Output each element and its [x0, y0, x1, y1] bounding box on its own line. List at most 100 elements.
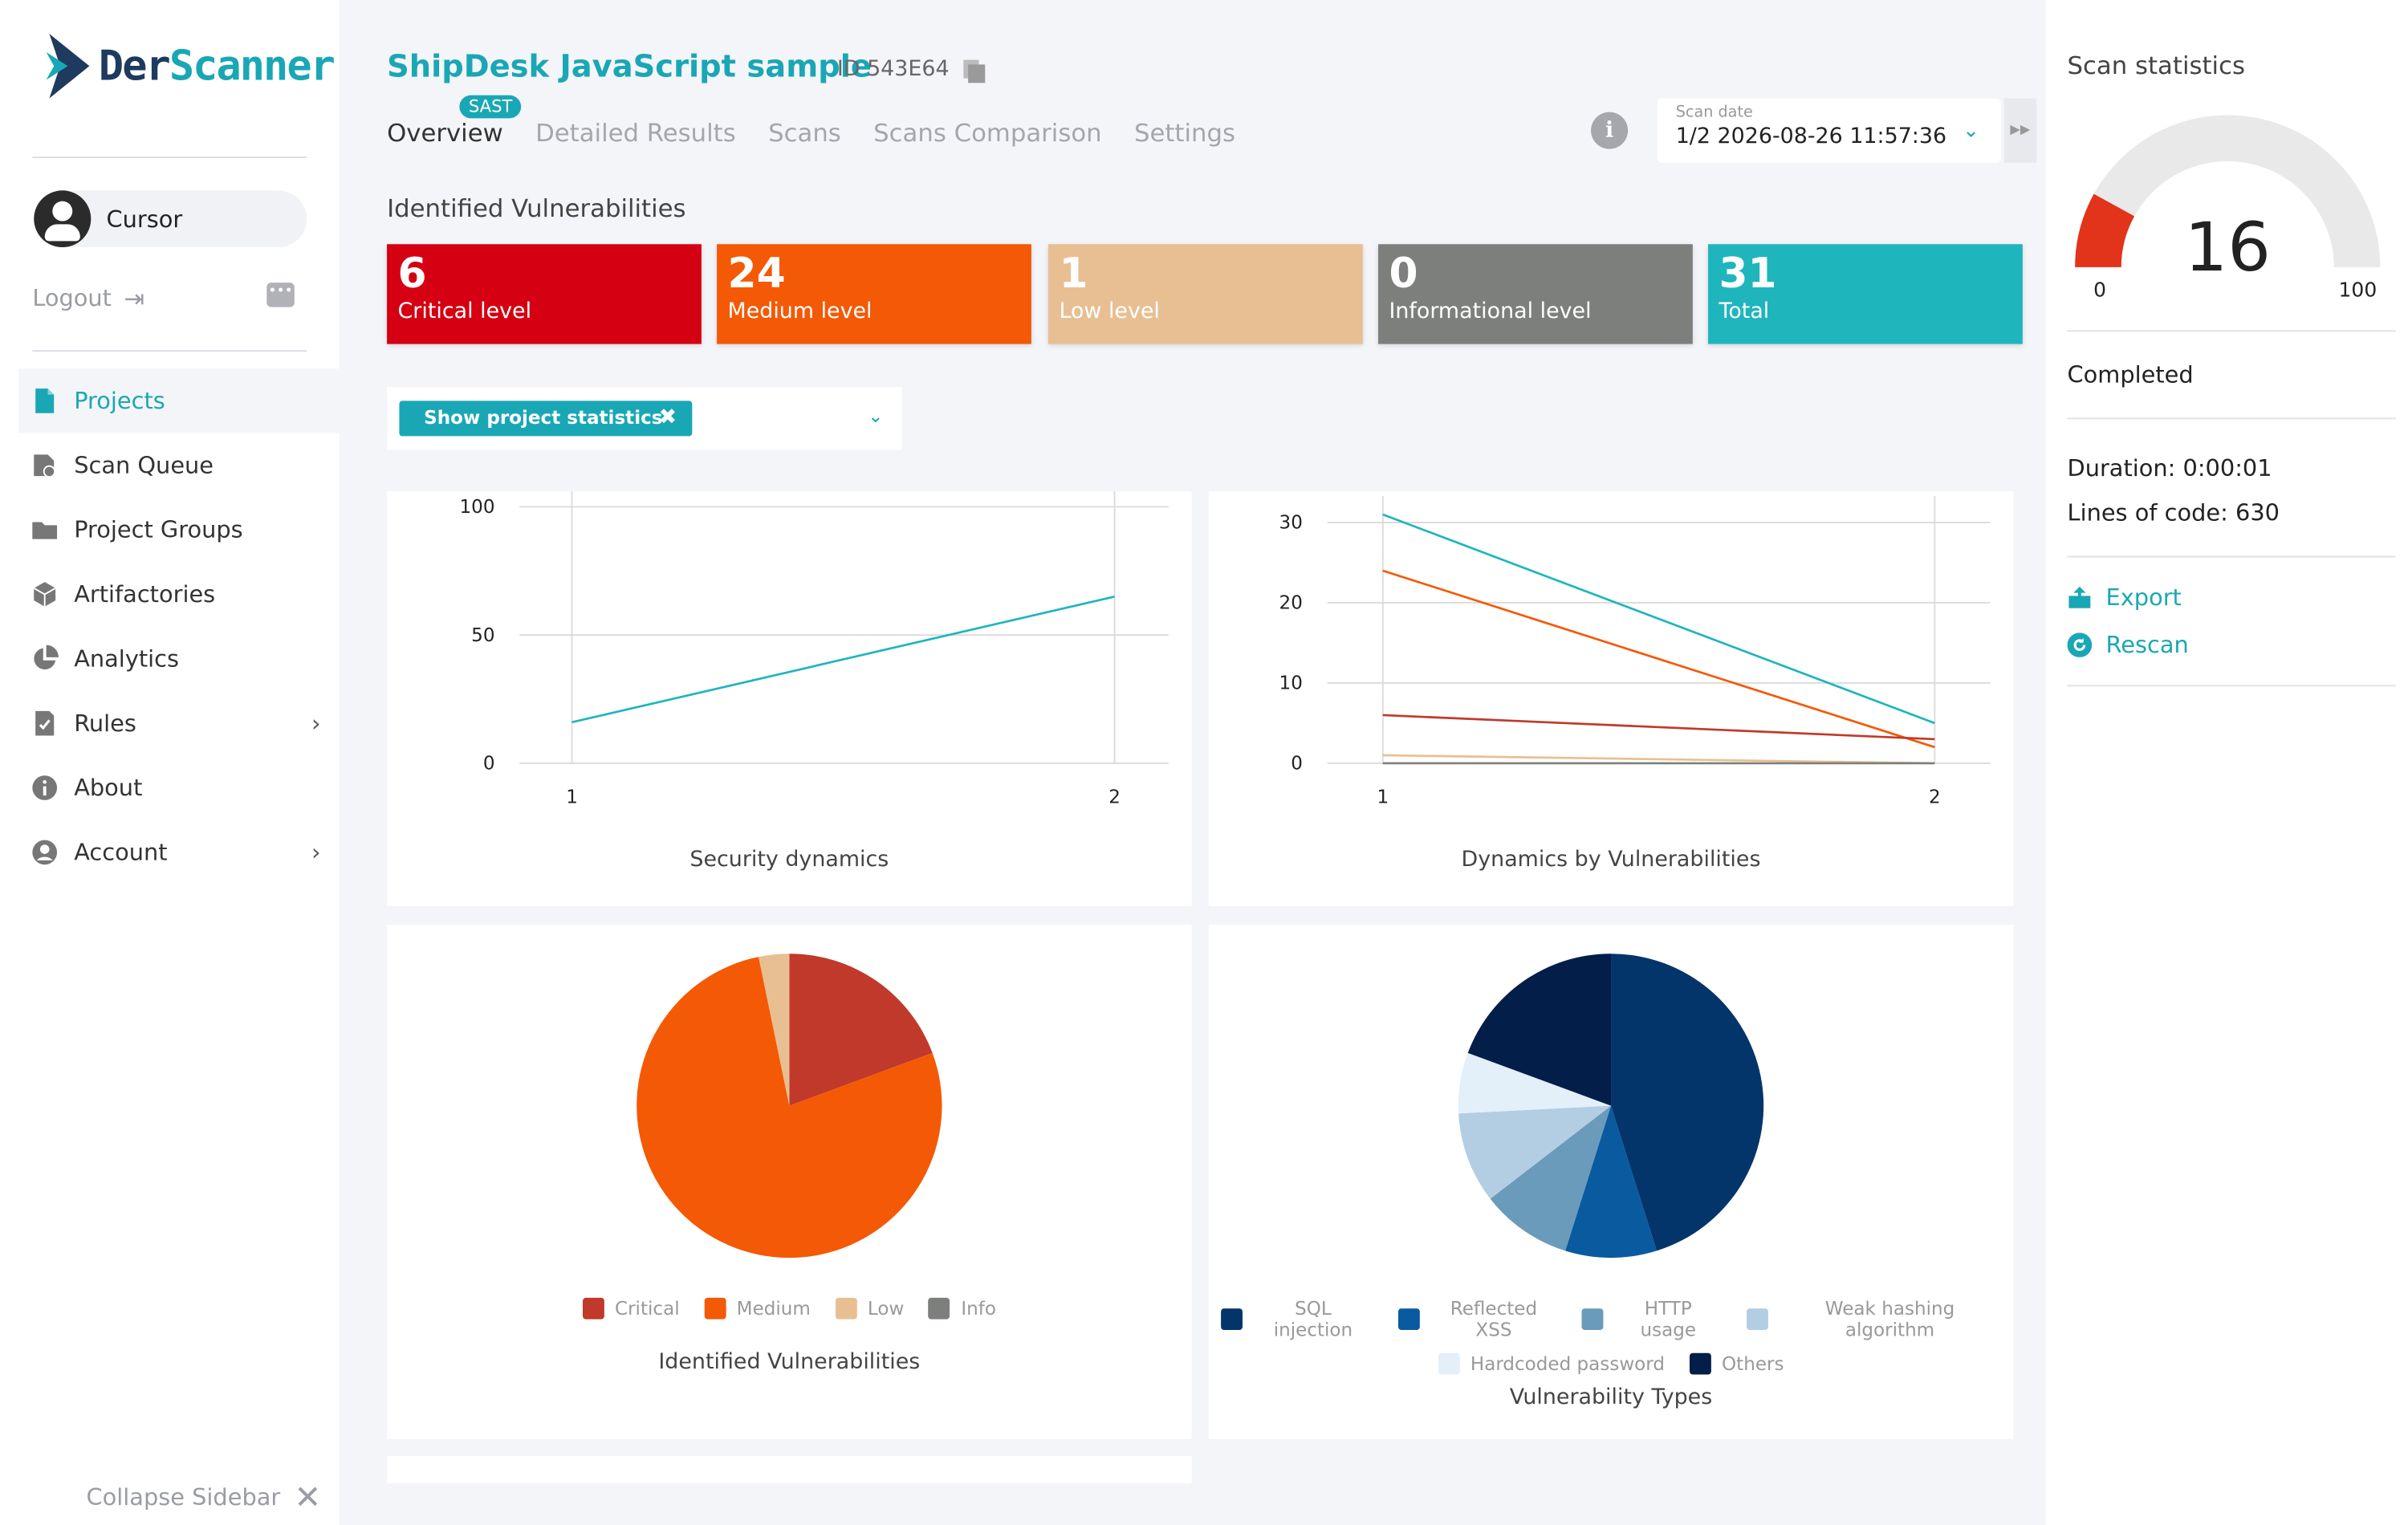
chevron-right-icon[interactable]: ›: [311, 709, 321, 738]
sidebar-item-label: Project Groups: [74, 515, 243, 544]
rules-icon: [35, 710, 55, 736]
legend-item-info[interactable]: Info: [929, 1297, 996, 1320]
sidebar-item-account[interactable]: Account ›: [18, 820, 339, 885]
filter-chip[interactable]: Show project statistics ✖: [399, 401, 693, 437]
tab-label: Overview: [387, 118, 503, 148]
logo-icon: [46, 34, 90, 99]
copy-icon[interactable]: [962, 59, 986, 85]
legend-label: Hardcoded password: [1470, 1352, 1665, 1375]
statistics-filter[interactable]: Show project statistics ✖ ⌄: [387, 387, 902, 450]
gauge-min: 0: [2093, 279, 2107, 303]
legend-item-medium[interactable]: Medium: [704, 1297, 811, 1320]
sidebar-item-rules[interactable]: Rules ›: [18, 691, 339, 755]
gauge-value: 16: [2184, 209, 2272, 287]
scan-date-select[interactable]: Scan date 1/2 2026-08-26 11:57:36 ⌄: [1657, 98, 2001, 163]
legend-item-sql-injection[interactable]: SQL injection: [1221, 1298, 1373, 1340]
legend-label: Critical: [614, 1297, 680, 1320]
legend-swatch: [1397, 1308, 1420, 1331]
info-icon[interactable]: i: [1591, 112, 1629, 149]
low-card[interactable]: 1 Low level: [1048, 244, 1363, 344]
security-dynamics-chart: 0 50 100 1 2: [460, 491, 1169, 808]
sidebar: DerScanner Cursor Logout ⇥ ••• Projects …: [0, 0, 340, 1525]
legend-item-others[interactable]: Others: [1689, 1352, 1784, 1375]
sidebar-item-project-groups[interactable]: Project Groups: [18, 498, 339, 562]
legend-label: Low: [867, 1297, 905, 1320]
folder-icon: [32, 522, 58, 539]
legend-item-low[interactable]: Low: [835, 1297, 905, 1320]
tab-scans[interactable]: Scans: [768, 118, 841, 148]
info-icon: [32, 775, 58, 800]
refresh-icon: [2067, 632, 2093, 657]
next-card: [387, 1455, 1192, 1484]
vulnerability-types-card: SQL injection Reflected XSS HTTP usage W…: [1208, 924, 2014, 1439]
x-tick-label: 1: [1377, 787, 1389, 808]
tab-detailed-results[interactable]: Detailed Results: [535, 118, 736, 148]
series-line: [1382, 513, 1935, 725]
legend-item-http-usage[interactable]: HTTP usage: [1582, 1298, 1722, 1340]
rescan-button[interactable]: Rescan: [2067, 631, 2189, 659]
sidebar-item-label: About: [74, 774, 143, 802]
logo[interactable]: DerScanner: [43, 31, 336, 101]
logout-link[interactable]: Logout: [32, 283, 112, 312]
chat-icon[interactable]: •••: [266, 283, 295, 307]
tab-overview[interactable]: Overview SAST: [387, 95, 522, 148]
sidebar-item-scan-queue[interactable]: Scan Queue: [18, 433, 339, 498]
avatar: [34, 190, 92, 248]
sidebar-item-label: Account: [74, 838, 168, 867]
user-name: Cursor: [106, 205, 183, 233]
sidebar-item-label: Scan Queue: [74, 451, 214, 479]
pie-slice: [637, 957, 942, 1259]
collapse-sidebar-button[interactable]: Collapse Sidebar ✕: [87, 1481, 322, 1513]
medium-count: 24: [727, 250, 786, 299]
user-profile[interactable]: Cursor: [34, 190, 307, 248]
sidebar-item-analytics[interactable]: Analytics: [18, 627, 339, 691]
pie-chart-icon: [34, 645, 59, 670]
y-tick-label: 30: [1279, 513, 1303, 534]
low-count: 1: [1059, 250, 1088, 299]
pie-slice: [1565, 1105, 1657, 1259]
sidebar-nav: Projects Scan Queue Project Groups Artif…: [18, 368, 340, 885]
sidebar-item-label: Analytics: [74, 645, 180, 673]
legend-swatch: [1747, 1308, 1768, 1331]
legend-item-hardcoded-password[interactable]: Hardcoded password: [1438, 1352, 1665, 1375]
informational-label: Informational level: [1389, 299, 1592, 324]
legend-item-weak-hashing[interactable]: Weak hashing algorithm: [1747, 1298, 2001, 1340]
sidebar-item-about[interactable]: About: [18, 755, 339, 819]
gauge-fill: [2075, 193, 2135, 268]
chevron-right-icon[interactable]: ›: [311, 838, 321, 867]
total-card[interactable]: 31 Total: [1708, 244, 2023, 344]
legend-item-critical[interactable]: Critical: [582, 1297, 680, 1320]
x-tick-label: 2: [1108, 787, 1121, 808]
total-label: Total: [1719, 299, 1770, 324]
close-icon[interactable]: ✖: [658, 405, 677, 430]
toggle-panel-button[interactable]: ▸▸: [2003, 98, 2037, 163]
informational-card[interactable]: 0 Informational level: [1378, 244, 1693, 344]
legend-item-reflected-xss[interactable]: Reflected XSS: [1397, 1298, 1557, 1340]
pie-slice: [1611, 954, 1764, 1251]
pie-slice: [1458, 1105, 1612, 1199]
tab-settings[interactable]: Settings: [1133, 118, 1236, 148]
pie-slice: [1458, 1052, 1612, 1114]
tab-scans-comparison[interactable]: Scans Comparison: [873, 118, 1102, 148]
sidebar-item-projects[interactable]: Projects: [18, 368, 340, 433]
critical-card[interactable]: 6 Critical level: [387, 244, 702, 344]
medium-card[interactable]: 24 Medium level: [717, 244, 1031, 344]
legend-swatch: [704, 1297, 726, 1320]
series-line: [1382, 569, 1935, 749]
tab-bar: Overview SAST Detailed Results Scans Sca…: [387, 95, 1267, 148]
logout-icon[interactable]: ⇥: [124, 283, 145, 313]
identified-vulnerabilities-card: Critical Medium Low Info Identified Vuln…: [387, 924, 1192, 1439]
legend-swatch: [1438, 1352, 1460, 1375]
export-button[interactable]: Export: [2068, 584, 2182, 612]
vulnerability-types-pie: [1458, 954, 1764, 1259]
chevron-down-icon[interactable]: ⌄: [868, 405, 884, 427]
sidebar-divider: [32, 157, 307, 159]
double-chevron-right-icon: ▸▸: [2010, 118, 2031, 142]
chart-title: Identified Vulnerabilities: [658, 1349, 921, 1375]
legend-swatch: [1689, 1352, 1711, 1375]
filter-chip-label: Show project statistics: [424, 407, 663, 429]
critical-count: 6: [397, 250, 427, 299]
sidebar-item-artifactories[interactable]: Artifactories: [18, 562, 339, 626]
legend-swatch: [582, 1297, 604, 1320]
legend-swatch: [1582, 1308, 1604, 1331]
